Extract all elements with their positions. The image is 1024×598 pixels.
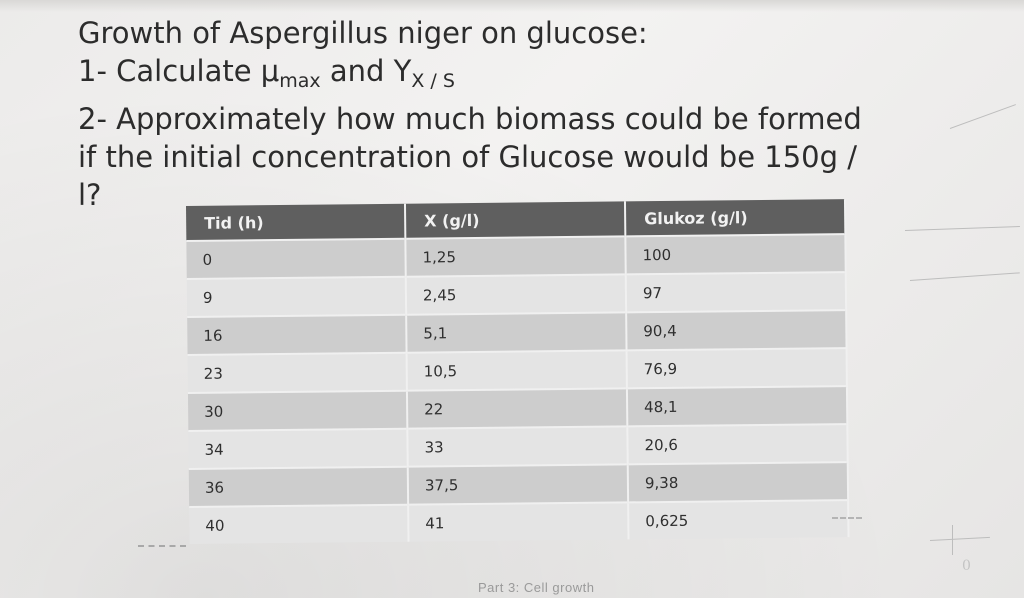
cell-time: 30 [187, 390, 408, 431]
question-part-2-line-3: l? [78, 178, 102, 212]
cell-time: 40 [189, 504, 409, 544]
cell-time: 16 [187, 314, 407, 355]
cell-glucose: 100 [625, 234, 846, 275]
cell-time: 23 [187, 352, 407, 393]
yield-subscript: X / S [411, 70, 455, 92]
dashed-margin-line [138, 545, 186, 547]
question-title: Growth of Aspergillus niger on glucose: [78, 16, 648, 50]
cell-biomass: 5,1 [406, 312, 627, 353]
cell-glucose: 90,4 [626, 310, 847, 351]
question-part-1-and: and Y [320, 54, 412, 88]
question-block: Growth of Aspergillus niger on glucose: … [78, 14, 958, 214]
header-glucose: Glukoz (g/l) [624, 199, 846, 237]
cell-biomass: 37,5 [407, 464, 629, 505]
cell-time: 0 [186, 238, 406, 279]
cell-biomass: 22 [406, 388, 628, 429]
question-part-1-text: 1- Calculate μ [78, 54, 280, 88]
growth-data-table: Tid (h) X (g/l) Glukoz (g/l) 0 1,25 100 … [186, 199, 850, 544]
question-part-2-line-2: if the initial concentration of Glucose … [78, 140, 858, 174]
pencil-zero: 0 [962, 558, 971, 574]
question-part-2-line-1: 2- Approximately how much biomass could … [78, 102, 862, 136]
cell-glucose: 0,625 [628, 500, 849, 540]
pencil-line [952, 525, 953, 555]
cell-biomass: 2,45 [405, 274, 627, 315]
cell-biomass: 41 [408, 502, 629, 542]
header-biomass: X (g/l) [404, 201, 626, 239]
footer-caption: Part 3: Cell growth [478, 580, 595, 595]
cell-time: 9 [186, 276, 407, 317]
pencil-line [949, 104, 1016, 129]
cell-time: 34 [188, 428, 408, 469]
cell-glucose: 20,6 [627, 424, 848, 465]
cell-biomass: 10,5 [406, 350, 627, 391]
dashed-margin-line-right [832, 517, 862, 519]
cell-glucose: 76,9 [626, 348, 847, 389]
header-time: Tid (h) [186, 203, 406, 241]
pencil-line [904, 225, 1020, 231]
cell-glucose: 9,38 [627, 462, 849, 503]
mu-max-subscript: max [279, 70, 321, 92]
cell-glucose: 97 [625, 272, 847, 313]
pencil-line [909, 272, 1020, 281]
cell-biomass: 33 [407, 426, 628, 467]
page-top-shadow [0, 0, 1024, 12]
table-row: 40 41 0,625 [189, 500, 849, 544]
question-part-1: 1- Calculate μmax and YX / S [78, 52, 958, 100]
cell-glucose: 48,1 [626, 386, 848, 427]
cell-biomass: 1,25 [405, 236, 626, 277]
pencil-line [929, 536, 990, 541]
cell-time: 36 [188, 466, 409, 507]
